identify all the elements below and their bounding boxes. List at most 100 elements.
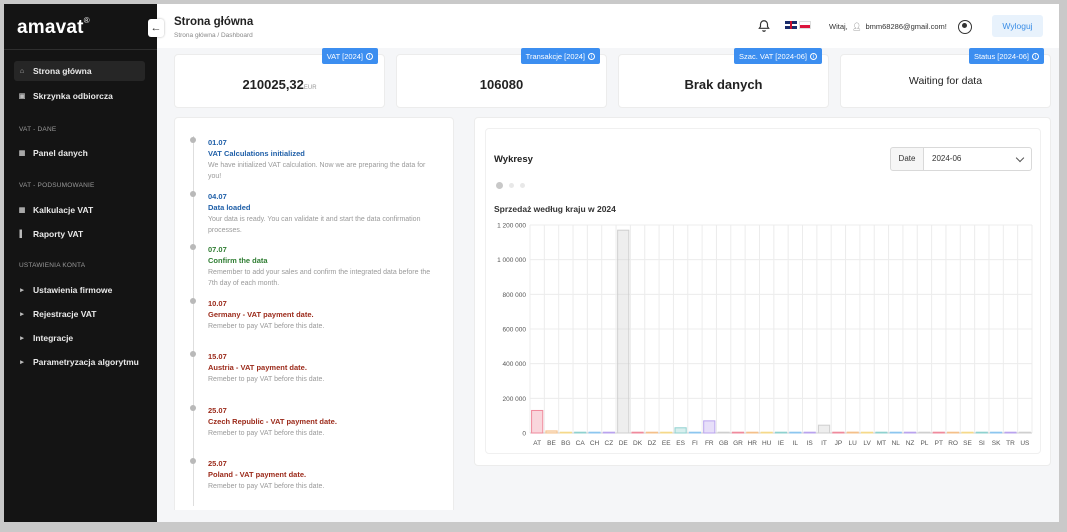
content-bottom xyxy=(157,510,1059,522)
timeline-title: Germany - VAT payment date. xyxy=(208,309,314,319)
x-tick-label: CA xyxy=(576,440,586,447)
report-icon: ▌ xyxy=(19,230,25,238)
logout-button[interactable]: Wyloguj xyxy=(992,15,1043,37)
timeline-date: 01.07 xyxy=(208,138,227,147)
date-select[interactable]: 2024-06 xyxy=(923,147,1032,171)
logo[interactable]: amavat® xyxy=(17,15,90,38)
bar xyxy=(531,409,544,434)
bar xyxy=(832,431,845,434)
timeline-description: Remeber to pay VAT before this date. xyxy=(208,322,325,330)
timeline-dot xyxy=(190,458,196,464)
stat-badge[interactable]: Szac. VAT [2024-06] i xyxy=(734,48,822,64)
sidebar-item-ustawienia-firmowe[interactable]: ▸ Ustawienia firmowe xyxy=(14,280,145,300)
timeline-dot xyxy=(190,351,196,357)
timeline-date: 15.07 xyxy=(208,352,227,361)
bar xyxy=(789,431,802,434)
timeline-line xyxy=(193,136,194,506)
bar xyxy=(947,431,960,434)
x-tick-label: AT xyxy=(533,440,541,447)
stat-badge[interactable]: VAT [2024] i xyxy=(321,48,378,64)
timeline-title: Czech Republic - VAT payment date. xyxy=(208,416,337,426)
stat-badge[interactable]: Status [2024-06] i xyxy=(968,48,1044,64)
carousel-dot[interactable] xyxy=(509,183,514,188)
sidebar-item-label: Raporty VAT xyxy=(33,229,84,239)
sidebar-item-inbox[interactable]: ▣ Skrzynka odbiorcza xyxy=(14,86,145,106)
bar xyxy=(817,424,831,434)
bar xyxy=(617,229,630,434)
stat-value: Waiting for data xyxy=(908,75,983,87)
sidebar-item-home[interactable]: ⌂ Strona główna xyxy=(14,61,145,81)
section-vat-podsumowanie: VAT - PODSUMOWANIE xyxy=(19,182,95,189)
sidebar-item-label: Integracje xyxy=(33,333,74,343)
sidebar-item-integracje[interactable]: ▸ Integracje xyxy=(14,328,145,348)
sidebar-item-raporty[interactable]: ▌ Raporty VAT xyxy=(14,224,145,244)
sidebar-divider xyxy=(4,49,157,50)
timeline-title: Confirm the data xyxy=(208,256,268,265)
sidebar-item-panel-danych[interactable]: ▦ Panel danych xyxy=(14,143,145,163)
x-tick-label: FR xyxy=(705,440,714,447)
stat-badge[interactable]: Transakcje [2024] i xyxy=(520,48,600,64)
bar xyxy=(731,431,745,434)
top-header: Strona główna Strona główna / Dashboard … xyxy=(157,4,1059,48)
x-tick-label: JP xyxy=(835,440,843,447)
bar xyxy=(645,431,659,434)
stat-card-szac-vat: Szac. VAT [2024-06] i Brak danych xyxy=(618,48,829,108)
user-icon: 👤︎ xyxy=(851,22,862,31)
calculator-icon: ▦ xyxy=(18,207,26,214)
bar xyxy=(961,431,974,434)
bar xyxy=(889,431,902,434)
x-tick-label: FI xyxy=(692,440,698,447)
sidebar: amavat® ⌂ Strona główna ▣ Skrzynka odbio… xyxy=(4,4,157,522)
bar xyxy=(660,431,673,434)
bar xyxy=(846,431,859,434)
bar-chart: 0 200 000 400 000 600 000 800 000 1 000 000 1 … xyxy=(497,223,1033,447)
x-tick-label: PT xyxy=(935,440,943,447)
bar xyxy=(774,431,788,434)
bar xyxy=(860,431,874,434)
sidebar-item-label: Kalkulacje VAT xyxy=(33,205,94,215)
timeline-description: Your data is ready. You can validate it … xyxy=(208,215,421,234)
charts-panel: Wykresy Date 2024-06 Sprzedaż według kra… xyxy=(485,128,1041,454)
x-tick-label: LV xyxy=(863,440,871,447)
bar xyxy=(918,431,931,434)
date-select-value: 2024-06 xyxy=(932,154,962,163)
sidebar-item-parametryzacja[interactable]: ▸ Parametryzacja algorytmu xyxy=(14,352,145,372)
x-tick-label: CZ xyxy=(605,440,614,447)
language-switcher[interactable] xyxy=(785,21,811,29)
grid-icon: ▦ xyxy=(18,150,26,157)
info-icon: i xyxy=(1032,52,1039,60)
x-tick-label: TR xyxy=(1006,440,1015,447)
x-tick-label: HR xyxy=(748,440,758,447)
x-tick-label: IL xyxy=(793,440,799,447)
timeline-date: 07.07 xyxy=(208,245,227,254)
charts-heading: Wykresy xyxy=(494,154,533,165)
carousel-dot[interactable] xyxy=(496,182,503,189)
info-icon: i xyxy=(366,52,373,60)
timeline-card: 01.07 VAT Calculations initialized We have… xyxy=(174,117,454,522)
sidebar-item-kalkulacje[interactable]: ▦ Kalkulacje VAT xyxy=(14,200,145,220)
collapse-sidebar-button[interactable]: ← xyxy=(148,19,164,37)
sidebar-item-label: Parametryzacja algorytmu xyxy=(33,357,139,367)
chevron-right-icon: ▸ xyxy=(20,287,24,294)
bar xyxy=(574,431,587,434)
welcome-text: Witaj, xyxy=(829,22,848,31)
bar xyxy=(903,431,917,434)
sidebar-item-rejestracje[interactable]: ▸ Rejestracje VAT xyxy=(14,304,145,324)
uk-flag-icon[interactable] xyxy=(785,21,797,29)
bar xyxy=(588,431,601,434)
bar xyxy=(760,431,773,434)
avatar[interactable] xyxy=(958,20,972,34)
bar xyxy=(688,431,702,434)
y-tick-label: 600 000 xyxy=(503,327,527,334)
bar xyxy=(990,431,1003,434)
timeline-dot xyxy=(190,297,196,304)
bar xyxy=(717,431,730,434)
x-tick-label: BE xyxy=(547,440,556,447)
pl-flag-icon[interactable] xyxy=(799,21,811,29)
x-tick-label: IT xyxy=(821,440,827,447)
bar xyxy=(932,431,945,434)
bell-icon[interactable] xyxy=(757,19,771,33)
bar xyxy=(803,431,816,434)
carousel-dot[interactable] xyxy=(520,183,525,188)
chevron-right-icon: ▸ xyxy=(20,359,24,366)
